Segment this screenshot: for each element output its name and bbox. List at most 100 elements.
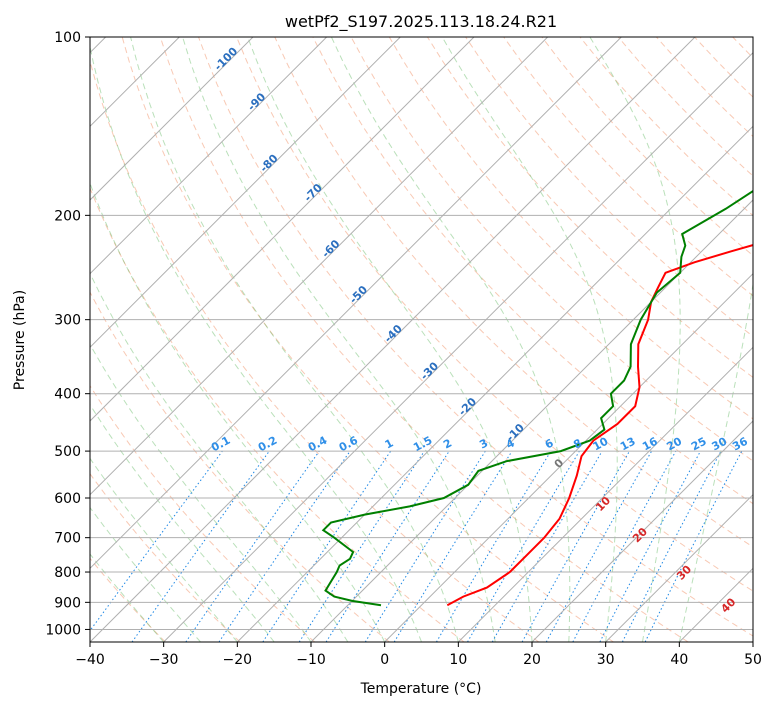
mixing-ratio-line: [185, 450, 320, 642]
dry-adiabat-line: [90, 291, 390, 642]
mixing-ratio-label: 1: [383, 436, 396, 451]
mixing-ratio-label: 10: [591, 435, 611, 454]
dry-adiabat-label: 30: [674, 563, 694, 583]
isotherm-line: [752, 641, 753, 642]
isotherm-label: -50: [347, 283, 370, 306]
mixing-ratio-line: [572, 450, 677, 642]
isotherm-line: [90, 37, 328, 275]
moist-adiabat-line: [589, 37, 681, 642]
x-tick-label: 0: [380, 652, 389, 668]
mixing-ratio-line: [644, 450, 743, 642]
x-tick-label: −10: [296, 652, 326, 668]
moist-adiabat-line: [90, 506, 201, 642]
profile-lines: [321, 189, 753, 607]
x-tick-label: 50: [744, 652, 762, 668]
chart-title: wetPf2_S197.2025.113.18.24.R21: [285, 12, 557, 32]
isotherm-line: [90, 37, 696, 642]
mixing-ratio-line: [545, 450, 653, 642]
moist-adiabat-line: [130, 37, 459, 642]
isotherm-line: [90, 37, 401, 349]
dry-adiabat-line: [90, 384, 316, 642]
dry-adiabat-label: 10: [593, 494, 613, 514]
y-tick-label: 100: [54, 30, 81, 46]
moist-adiabat-line: [247, 37, 533, 642]
dry-adiabat-line: [159, 37, 689, 642]
moist-adiabat-line: [182, 37, 496, 642]
isotherm-label: -100: [212, 44, 241, 73]
x-tick-label: −30: [149, 652, 179, 668]
moist-adiabat-line: [90, 272, 349, 642]
isotherm-label: -90: [245, 90, 268, 113]
dry-adiabat-line: [236, 37, 753, 592]
mixing-ratio-label: 16: [640, 435, 660, 454]
moist-adiabat-line: [441, 37, 618, 642]
dry-adiabat-line: [90, 59, 540, 642]
y-tick-label: 700: [54, 531, 81, 547]
isotherm-line: [90, 37, 254, 201]
moist-adiabat-line: [90, 553, 165, 642]
moist-adiabat-line: [90, 403, 275, 642]
isotherm-line: [310, 199, 753, 642]
moist-adiabat-line: [330, 37, 571, 642]
mixing-ratio-line: [364, 450, 486, 642]
mixing-ratio-line: [131, 450, 270, 642]
moist-adiabat-line: [90, 181, 386, 642]
mixing-ratio-line: [393, 450, 513, 642]
y-tick-label: 1000: [45, 622, 81, 638]
background-lines: [90, 37, 775, 642]
moist-adiabat-line: [90, 457, 238, 642]
y-tick-label: 500: [54, 444, 81, 460]
isotherm-line: [90, 37, 622, 570]
mixing-ratio-line: [621, 450, 722, 642]
y-axis-label: Pressure (hPa): [12, 290, 28, 390]
y-tick-label: 600: [54, 491, 81, 507]
mixing-ratio-line: [262, 450, 392, 642]
y-tick-label: 300: [54, 313, 81, 329]
dry-adiabat-line: [350, 37, 753, 462]
x-tick-label: −40: [75, 652, 105, 668]
moist-adiabat-line: [90, 343, 312, 642]
isotherm-line: [236, 125, 753, 642]
isotherm-line: [678, 567, 753, 642]
isotherm-label: -70: [302, 181, 325, 204]
plot-frame: [89, 36, 754, 643]
dry-adiabat-line: [426, 37, 753, 378]
dry-adiabat-line: [121, 37, 614, 642]
mixing-ratio-line: [521, 450, 630, 642]
profile-line: [321, 189, 753, 607]
dry-adiabat-line: [90, 186, 465, 642]
dry-adiabat-line: [90, 472, 241, 642]
x-tick-label: 10: [449, 652, 467, 668]
dry-adiabat-line: [732, 37, 753, 59]
dry-adiabat-label: 40: [718, 595, 738, 615]
isotherm-line: [531, 420, 753, 642]
y-tick-label: 900: [54, 595, 81, 611]
mixing-ratio-label: 2: [441, 436, 454, 451]
mixing-ratio-label: 20: [664, 435, 684, 454]
dry-adiabat-line: [771, 37, 775, 642]
isotherm-line: [605, 493, 753, 642]
x-tick-label: −20: [223, 652, 253, 668]
isotherm-line: [163, 51, 753, 642]
mixing-ratio-line: [218, 450, 351, 642]
x-axis-label: Temperature (°C): [360, 681, 482, 697]
profile-line: [446, 244, 753, 607]
dry-adiabat-line: [541, 37, 753, 257]
dry-adiabat-line: [694, 37, 753, 98]
isotherm-line: [90, 37, 475, 422]
dry-adiabat-line: [274, 37, 753, 548]
axis-ticks: −40 −30 −20 −10 0 10 20 30 40 50 100 200 300 400 500 60…: [45, 30, 762, 668]
mixing-ratio-label: 6: [543, 436, 556, 451]
dry-adiabat-line: [388, 37, 753, 420]
mixing-ratio-line: [325, 450, 450, 642]
isotherm-line: [457, 346, 753, 642]
moist-adiabat-line: [90, 44, 422, 642]
dry-adiabat-line: [312, 37, 753, 505]
mixing-ratio-line: [298, 450, 425, 642]
mixing-ratio-label: 36: [730, 435, 750, 454]
mixing-ratio-line: [599, 450, 701, 642]
grid-lines: [90, 37, 753, 642]
mixing-ratio-label: 13: [618, 435, 638, 454]
isotherm-line: [90, 37, 549, 496]
